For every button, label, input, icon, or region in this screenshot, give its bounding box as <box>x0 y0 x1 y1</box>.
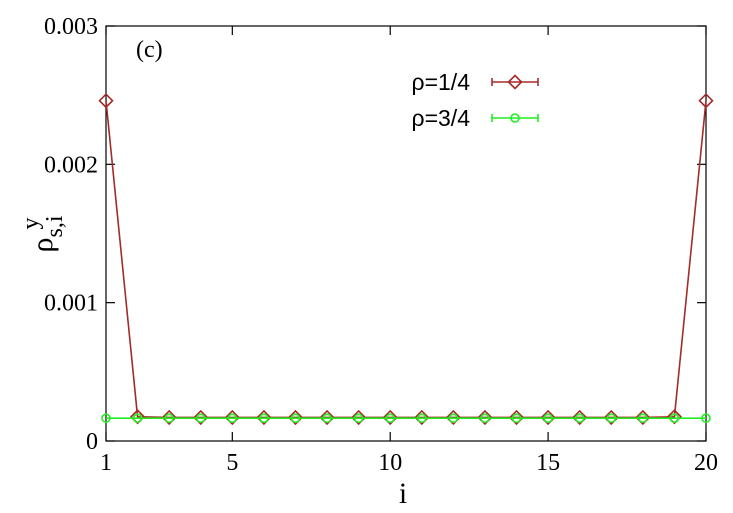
data-point <box>224 409 240 426</box>
data-point <box>256 409 272 426</box>
data-point <box>319 409 335 426</box>
data-point <box>445 409 461 426</box>
data-point <box>322 413 332 423</box>
y-axis-label: ρs,iy <box>18 215 68 252</box>
data-point <box>480 413 490 423</box>
y-tick-label: 0 <box>86 429 98 455</box>
data-point <box>669 413 680 423</box>
x-tick-label: 15 <box>536 450 560 476</box>
legend-marker <box>510 113 520 123</box>
legend-label: ρ=1/4 <box>412 69 471 95</box>
data-point <box>385 413 396 423</box>
data-point <box>353 413 364 423</box>
data-point <box>635 409 651 426</box>
data-point <box>508 409 525 426</box>
data-point <box>161 409 177 426</box>
data-point <box>701 413 711 423</box>
data-point <box>606 413 617 423</box>
legend-label: ρ=3/4 <box>412 105 471 131</box>
data-point <box>195 413 206 423</box>
legend-entry: ρ=1/4 <box>412 69 539 95</box>
data-point <box>129 409 146 425</box>
data-point <box>101 413 111 423</box>
y-tick-label: 0.001 <box>44 291 98 317</box>
series-2 <box>101 413 711 423</box>
x-axis-label: i <box>399 477 407 510</box>
axis-ticks <box>105 25 707 442</box>
x-tick-label: 10 <box>378 450 402 476</box>
y-axis-label-superscript: y <box>18 218 44 230</box>
data-point <box>287 409 304 426</box>
y-tick-label: 0.002 <box>44 152 98 178</box>
data-point <box>666 409 683 425</box>
data-point <box>164 413 174 423</box>
x-tick-label: 1 <box>100 450 112 476</box>
data-point <box>698 93 714 109</box>
series-1 <box>98 93 714 426</box>
data-point <box>638 413 648 423</box>
legend-marker <box>507 74 523 90</box>
series-layer <box>98 93 714 426</box>
x-tick-label: 5 <box>226 450 238 476</box>
data-point <box>603 409 619 426</box>
data-point <box>448 413 459 423</box>
series-line <box>105 100 707 419</box>
data-point <box>477 409 493 426</box>
x-tick-label: 20 <box>694 450 718 476</box>
y-axis-label-base: ρ <box>26 238 59 253</box>
data-point <box>574 413 585 423</box>
panel-label: (c) <box>136 37 163 63</box>
data-point <box>572 409 588 426</box>
data-point <box>540 409 556 426</box>
data-point <box>290 413 301 423</box>
y-tick-label: 0.003 <box>44 14 98 40</box>
data-point <box>414 409 430 426</box>
data-point <box>351 409 367 426</box>
y-axis-label-subscript: s,i <box>42 215 68 237</box>
data-point <box>416 413 427 423</box>
data-point <box>259 413 269 423</box>
data-point <box>543 413 553 423</box>
legend: ρ=1/4 ρ=3/4 <box>412 69 539 131</box>
data-point <box>511 413 522 423</box>
data-point <box>98 93 114 109</box>
data-point <box>193 409 209 426</box>
plot-frame <box>105 25 707 442</box>
data-point <box>227 413 238 423</box>
data-point <box>132 413 143 423</box>
data-point <box>382 409 398 426</box>
legend-entry: ρ=3/4 <box>412 105 539 131</box>
